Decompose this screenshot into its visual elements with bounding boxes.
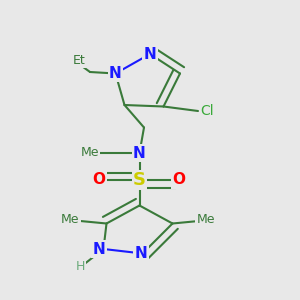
Text: H: H [76,260,85,274]
Text: Cl: Cl [200,104,214,118]
Text: Et: Et [73,53,86,67]
Text: S: S [133,171,146,189]
Text: O: O [172,172,185,188]
Text: N: N [144,46,156,62]
Text: O: O [92,172,106,188]
Text: N: N [133,146,146,160]
Text: N: N [109,66,122,81]
Text: Me: Me [81,146,99,160]
Text: Me: Me [61,213,80,226]
Text: Me: Me [196,213,215,226]
Text: N: N [135,246,147,261]
Text: N: N [93,242,105,256]
